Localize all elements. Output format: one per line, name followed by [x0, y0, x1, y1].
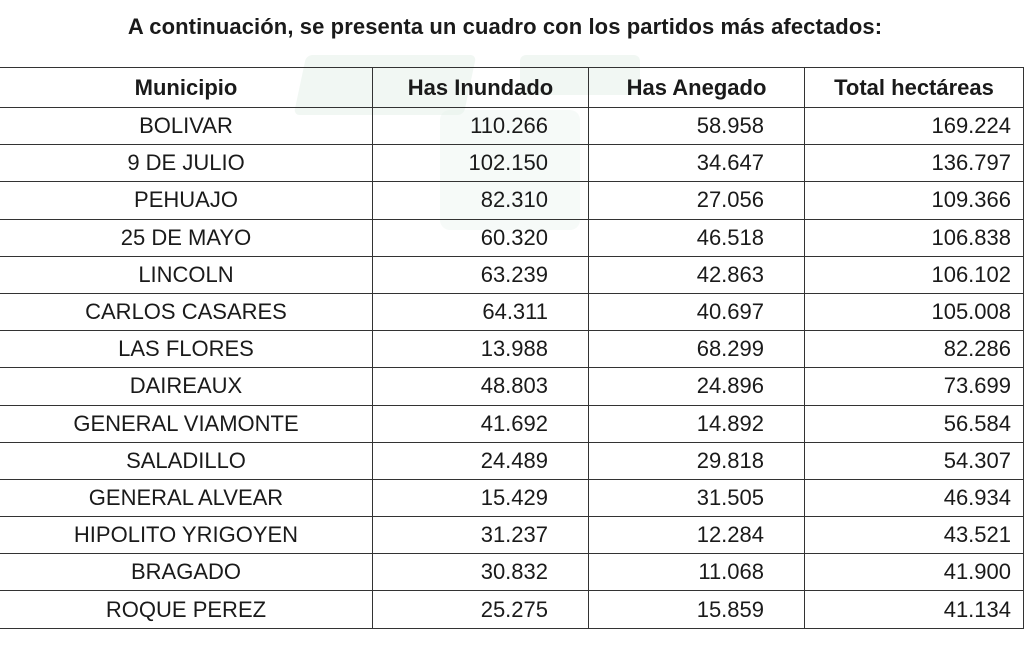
table-row: BRAGADO 30.832 11.068 41.900: [0, 553, 1024, 592]
cell-total-hectareas: 41.134: [804, 590, 1024, 629]
cell-municipio: GENERAL ALVEAR: [0, 478, 373, 518]
cell-total-hectareas: 106.102: [804, 255, 1024, 294]
affected-districts-table: Municipio Has Inundado Has Anegado Total…: [0, 67, 1024, 629]
cell-municipio: DAIREAUX: [0, 367, 373, 406]
cell-municipio: HIPOLITO YRIGOYEN: [0, 516, 373, 555]
cell-total-hectareas: 56.584: [804, 404, 1024, 443]
cell-has-inundado: 13.988: [372, 330, 589, 369]
cell-total-hectareas: 82.286: [804, 330, 1024, 369]
table-row: 25 DE MAYO 60.320 46.518 106.838: [0, 218, 1024, 257]
header-total-hectareas: Total hectáreas: [804, 67, 1024, 108]
cell-total-hectareas: 105.008: [804, 292, 1024, 332]
table-row: PEHUAJO 82.310 27.056 109.366: [0, 181, 1024, 220]
cell-has-inundado: 24.489: [372, 441, 589, 480]
cell-total-hectareas: 46.934: [804, 478, 1024, 518]
table-row: CARLOS CASARES 64.311 40.697 105.008: [0, 292, 1024, 332]
cell-has-anegado: 11.068: [588, 553, 805, 592]
cell-has-inundado: 60.320: [372, 218, 589, 257]
cell-total-hectareas: 41.900: [804, 553, 1024, 592]
cell-has-anegado: 31.505: [588, 478, 805, 518]
cell-municipio: GENERAL VIAMONTE: [0, 404, 373, 443]
cell-has-inundado: 102.150: [372, 144, 589, 183]
header-municipio: Municipio: [0, 67, 373, 108]
table-row: HIPOLITO YRIGOYEN 31.237 12.284 43.521: [0, 516, 1024, 555]
cell-municipio: BOLIVAR: [0, 106, 373, 146]
cell-municipio: BRAGADO: [0, 553, 373, 592]
cell-municipio: 25 DE MAYO: [0, 218, 373, 257]
cell-has-anegado: 12.284: [588, 516, 805, 555]
cell-total-hectareas: 109.366: [804, 181, 1024, 220]
cell-total-hectareas: 136.797: [804, 144, 1024, 183]
document-title: A continuación, se presenta un cuadro co…: [127, 14, 883, 39]
cell-has-anegado: 27.056: [588, 181, 805, 220]
cell-has-inundado: 15.429: [372, 478, 589, 518]
cell-has-anegado: 40.697: [588, 292, 805, 332]
header-has-anegado: Has Anegado: [588, 67, 805, 108]
cell-has-anegado: 68.299: [588, 330, 805, 369]
cell-municipio: 9 DE JULIO: [0, 144, 373, 183]
cell-municipio: LAS FLORES: [0, 330, 373, 369]
cell-has-anegado: 15.859: [588, 590, 805, 629]
cell-total-hectareas: 169.224: [804, 106, 1024, 146]
cell-has-anegado: 42.863: [588, 255, 805, 294]
table-row: LINCOLN 63.239 42.863 106.102: [0, 255, 1024, 294]
table-row: GENERAL ALVEAR 15.429 31.505 46.934: [0, 478, 1024, 518]
cell-has-inundado: 31.237: [372, 516, 589, 555]
cell-has-inundado: 64.311: [372, 292, 589, 332]
cell-has-anegado: 14.892: [588, 404, 805, 443]
cell-total-hectareas: 73.699: [804, 367, 1024, 406]
cell-has-inundado: 25.275: [372, 590, 589, 629]
table-header-row: Municipio Has Inundado Has Anegado Total…: [0, 67, 1024, 108]
cell-has-inundado: 30.832: [372, 553, 589, 592]
cell-has-inundado: 41.692: [372, 404, 589, 443]
cell-municipio: PEHUAJO: [0, 181, 373, 220]
cell-has-anegado: 34.647: [588, 144, 805, 183]
cell-has-inundado: 110.266: [372, 106, 589, 146]
cell-total-hectareas: 54.307: [804, 441, 1024, 480]
table-row: LAS FLORES 13.988 68.299 82.286: [0, 330, 1024, 369]
table-row: BOLIVAR 110.266 58.958 169.224: [0, 106, 1024, 146]
cell-has-inundado: 82.310: [372, 181, 589, 220]
cell-has-anegado: 24.896: [588, 367, 805, 406]
cell-total-hectareas: 106.838: [804, 218, 1024, 257]
table-row: GENERAL VIAMONTE 41.692 14.892 56.584: [0, 404, 1024, 443]
cell-municipio: SALADILLO: [0, 441, 373, 480]
table-row: ROQUE PEREZ 25.275 15.859 41.134: [0, 590, 1024, 629]
cell-total-hectareas: 43.521: [804, 516, 1024, 555]
cell-has-inundado: 48.803: [372, 367, 589, 406]
table-row: DAIREAUX 48.803 24.896 73.699: [0, 367, 1024, 406]
header-has-inundado: Has Inundado: [372, 67, 589, 108]
cell-municipio: ROQUE PEREZ: [0, 590, 373, 629]
cell-has-anegado: 29.818: [588, 441, 805, 480]
cell-municipio: CARLOS CASARES: [0, 292, 373, 332]
cell-municipio: LINCOLN: [0, 255, 373, 294]
cell-has-inundado: 63.239: [372, 255, 589, 294]
table-row: SALADILLO 24.489 29.818 54.307: [0, 441, 1024, 480]
cell-has-anegado: 46.518: [588, 218, 805, 257]
table-row: 9 DE JULIO 102.150 34.647 136.797: [0, 144, 1024, 183]
cell-has-anegado: 58.958: [588, 106, 805, 146]
